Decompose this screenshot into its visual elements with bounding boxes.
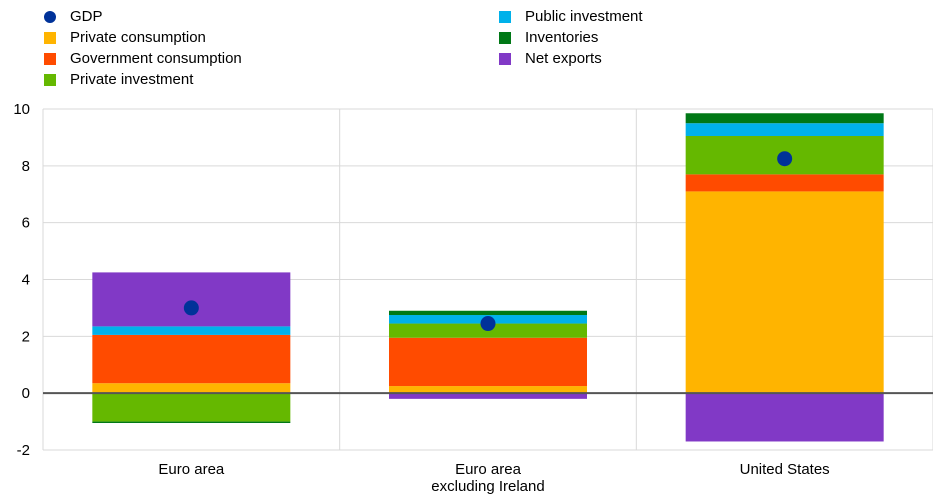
gdp-point <box>777 151 793 167</box>
legend: GDP Private consumption Government consu… <box>0 6 933 90</box>
legend-item-gdp: GDP <box>44 6 103 27</box>
y-tick-label: 8 <box>22 158 30 175</box>
legend-label-government-consumption: Government consumption <box>70 50 242 67</box>
bar-private-consumption <box>685 191 884 394</box>
x-category-label: United States <box>740 461 830 478</box>
y-tick-label: 0 <box>22 385 30 402</box>
bar-net-exports <box>92 272 291 327</box>
y-tick-label: 4 <box>22 272 30 289</box>
legend-marker-gdp <box>44 10 56 23</box>
bar-private-consumption <box>389 386 587 394</box>
legend-item-inventories: Inventories <box>499 27 598 48</box>
bar-net-exports <box>389 393 587 399</box>
legend-swatch-public-investment <box>499 10 511 23</box>
y-tick-label: -2 <box>17 442 30 459</box>
bar-private-investment <box>92 393 291 422</box>
y-tick-label: 10 <box>13 101 30 118</box>
bar-public-investment <box>92 326 291 335</box>
legend-swatch-government-consumption <box>44 52 56 65</box>
bar-inventories <box>92 421 291 424</box>
legend-label-net-exports: Net exports <box>525 50 602 67</box>
bar-inventories <box>685 113 884 124</box>
legend-swatch-net-exports <box>499 52 511 65</box>
y-tick-label: 6 <box>22 215 30 232</box>
gdp-point <box>480 316 496 332</box>
legend-label-gdp: GDP <box>70 8 103 25</box>
bar-private-consumption <box>92 383 291 394</box>
gdp-point <box>183 300 199 316</box>
legend-item-net-exports: Net exports <box>499 48 602 69</box>
legend-swatch-inventories <box>499 31 511 44</box>
x-category-label: Euro area excluding Ireland <box>431 461 544 495</box>
x-category-label: Euro area <box>158 461 225 478</box>
legend-label-inventories: Inventories <box>525 29 599 46</box>
legend-swatch-private-investment <box>44 73 56 86</box>
legend-item-private-consumption: Private consumption <box>44 27 206 48</box>
legend-label-private-investment: Private investment <box>70 71 194 88</box>
legend-label-public-investment: Public investment <box>525 8 643 25</box>
bar-government-consumption <box>389 337 587 387</box>
legend-item-public-investment: Public investment <box>499 6 643 27</box>
bar-net-exports <box>685 393 884 442</box>
bar-government-consumption <box>685 174 884 192</box>
bar-public-investment <box>685 123 884 136</box>
y-tick-label: 2 <box>22 328 30 345</box>
legend-label-private-consumption: Private consumption <box>70 29 206 46</box>
bar-government-consumption <box>92 334 291 384</box>
bar-inventories <box>389 310 587 316</box>
legend-swatch-private-consumption <box>44 31 56 44</box>
legend-item-government-consumption: Government consumption <box>44 48 242 69</box>
legend-item-private-investment: Private investment <box>44 69 193 90</box>
